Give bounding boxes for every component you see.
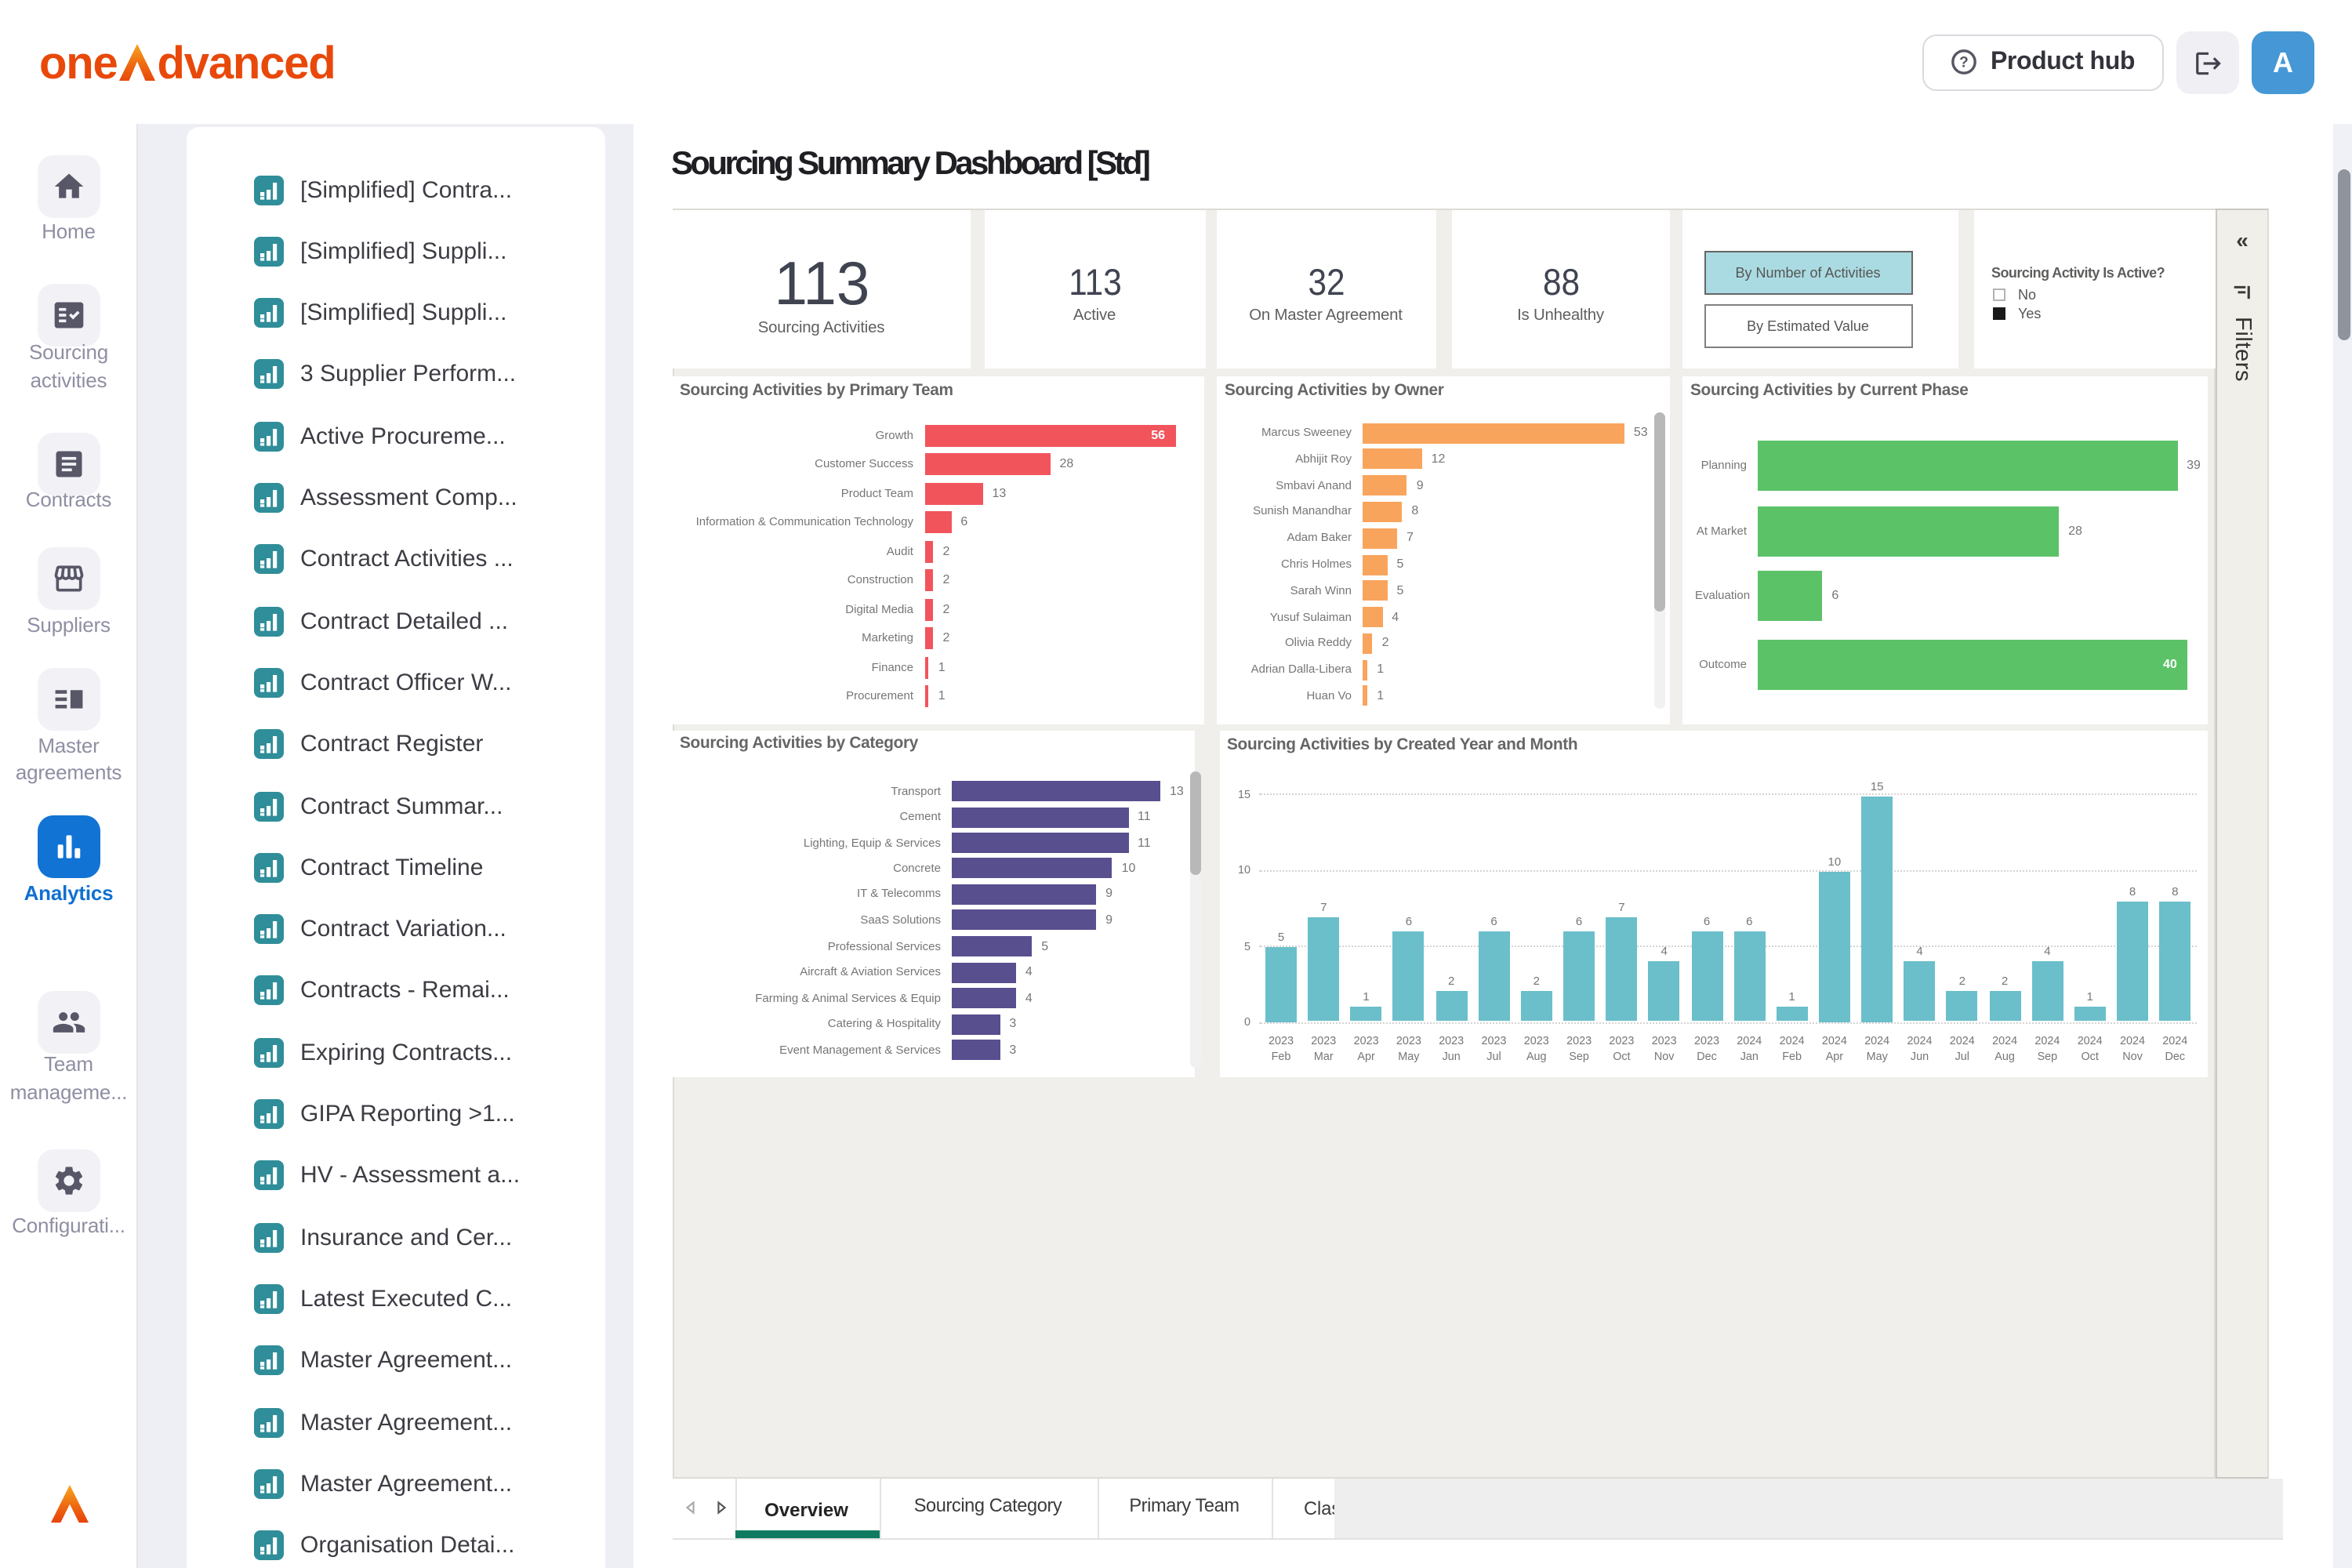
svg-text:?: ? xyxy=(1960,54,1969,71)
